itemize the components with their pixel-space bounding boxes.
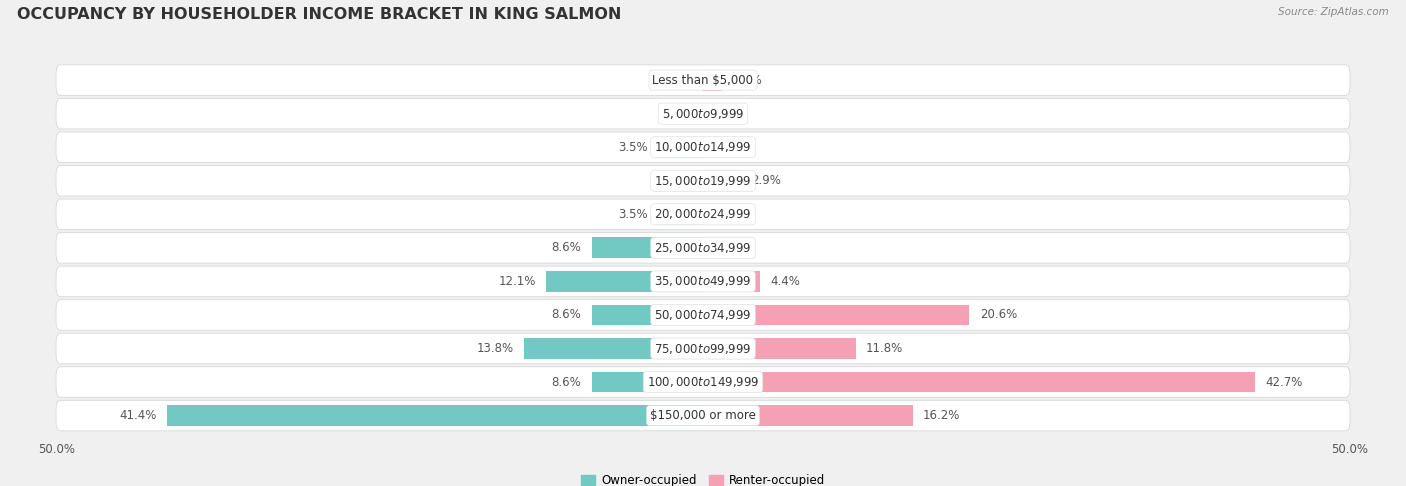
Text: 0.0%: 0.0% <box>713 242 742 254</box>
Bar <box>592 238 703 258</box>
Text: 2.9%: 2.9% <box>751 174 780 187</box>
Text: Source: ZipAtlas.com: Source: ZipAtlas.com <box>1278 7 1389 17</box>
Text: 8.6%: 8.6% <box>551 242 582 254</box>
FancyBboxPatch shape <box>56 400 1350 431</box>
Bar <box>658 137 703 157</box>
Bar <box>658 204 703 225</box>
Text: $35,000 to $49,999: $35,000 to $49,999 <box>654 275 752 288</box>
Bar <box>703 171 741 191</box>
Text: 1.5%: 1.5% <box>733 73 762 87</box>
Bar <box>703 372 1256 393</box>
Text: $10,000 to $14,999: $10,000 to $14,999 <box>654 140 752 154</box>
Bar <box>703 305 970 325</box>
Bar <box>167 405 703 426</box>
FancyBboxPatch shape <box>56 65 1350 95</box>
Text: 3.5%: 3.5% <box>617 208 647 221</box>
Text: 20.6%: 20.6% <box>980 309 1017 321</box>
FancyBboxPatch shape <box>56 300 1350 330</box>
Bar <box>547 271 703 292</box>
Text: 11.8%: 11.8% <box>866 342 903 355</box>
Text: 8.6%: 8.6% <box>551 309 582 321</box>
Text: 41.4%: 41.4% <box>120 409 157 422</box>
Bar <box>703 338 856 359</box>
Bar <box>703 271 759 292</box>
Bar <box>703 405 912 426</box>
FancyBboxPatch shape <box>56 367 1350 398</box>
Text: $150,000 or more: $150,000 or more <box>650 409 756 422</box>
FancyBboxPatch shape <box>56 132 1350 162</box>
Text: 13.8%: 13.8% <box>477 342 515 355</box>
Text: 0.0%: 0.0% <box>664 107 693 120</box>
Legend: Owner-occupied, Renter-occupied: Owner-occupied, Renter-occupied <box>576 469 830 486</box>
Text: 3.5%: 3.5% <box>617 141 647 154</box>
Text: 16.2%: 16.2% <box>922 409 960 422</box>
Text: 8.6%: 8.6% <box>551 376 582 388</box>
Text: 0.0%: 0.0% <box>713 141 742 154</box>
Text: $75,000 to $99,999: $75,000 to $99,999 <box>654 342 752 355</box>
FancyBboxPatch shape <box>56 166 1350 196</box>
Text: Less than $5,000: Less than $5,000 <box>652 73 754 87</box>
Text: $50,000 to $74,999: $50,000 to $74,999 <box>654 308 752 322</box>
Text: $5,000 to $9,999: $5,000 to $9,999 <box>662 106 744 121</box>
Text: $100,000 to $149,999: $100,000 to $149,999 <box>647 375 759 389</box>
Text: 4.4%: 4.4% <box>770 275 800 288</box>
Text: $20,000 to $24,999: $20,000 to $24,999 <box>654 208 752 221</box>
Text: 0.0%: 0.0% <box>664 174 693 187</box>
Text: 42.7%: 42.7% <box>1265 376 1303 388</box>
Bar <box>592 305 703 325</box>
Text: 0.0%: 0.0% <box>713 208 742 221</box>
FancyBboxPatch shape <box>56 98 1350 129</box>
Text: 0.0%: 0.0% <box>713 107 742 120</box>
FancyBboxPatch shape <box>56 199 1350 229</box>
Text: $15,000 to $19,999: $15,000 to $19,999 <box>654 174 752 188</box>
FancyBboxPatch shape <box>56 333 1350 364</box>
Text: 0.0%: 0.0% <box>664 73 693 87</box>
Text: OCCUPANCY BY HOUSEHOLDER INCOME BRACKET IN KING SALMON: OCCUPANCY BY HOUSEHOLDER INCOME BRACKET … <box>17 7 621 22</box>
Bar <box>524 338 703 359</box>
Bar <box>703 69 723 90</box>
Text: 12.1%: 12.1% <box>499 275 536 288</box>
Bar <box>592 372 703 393</box>
Text: $25,000 to $34,999: $25,000 to $34,999 <box>654 241 752 255</box>
FancyBboxPatch shape <box>56 266 1350 296</box>
FancyBboxPatch shape <box>56 233 1350 263</box>
